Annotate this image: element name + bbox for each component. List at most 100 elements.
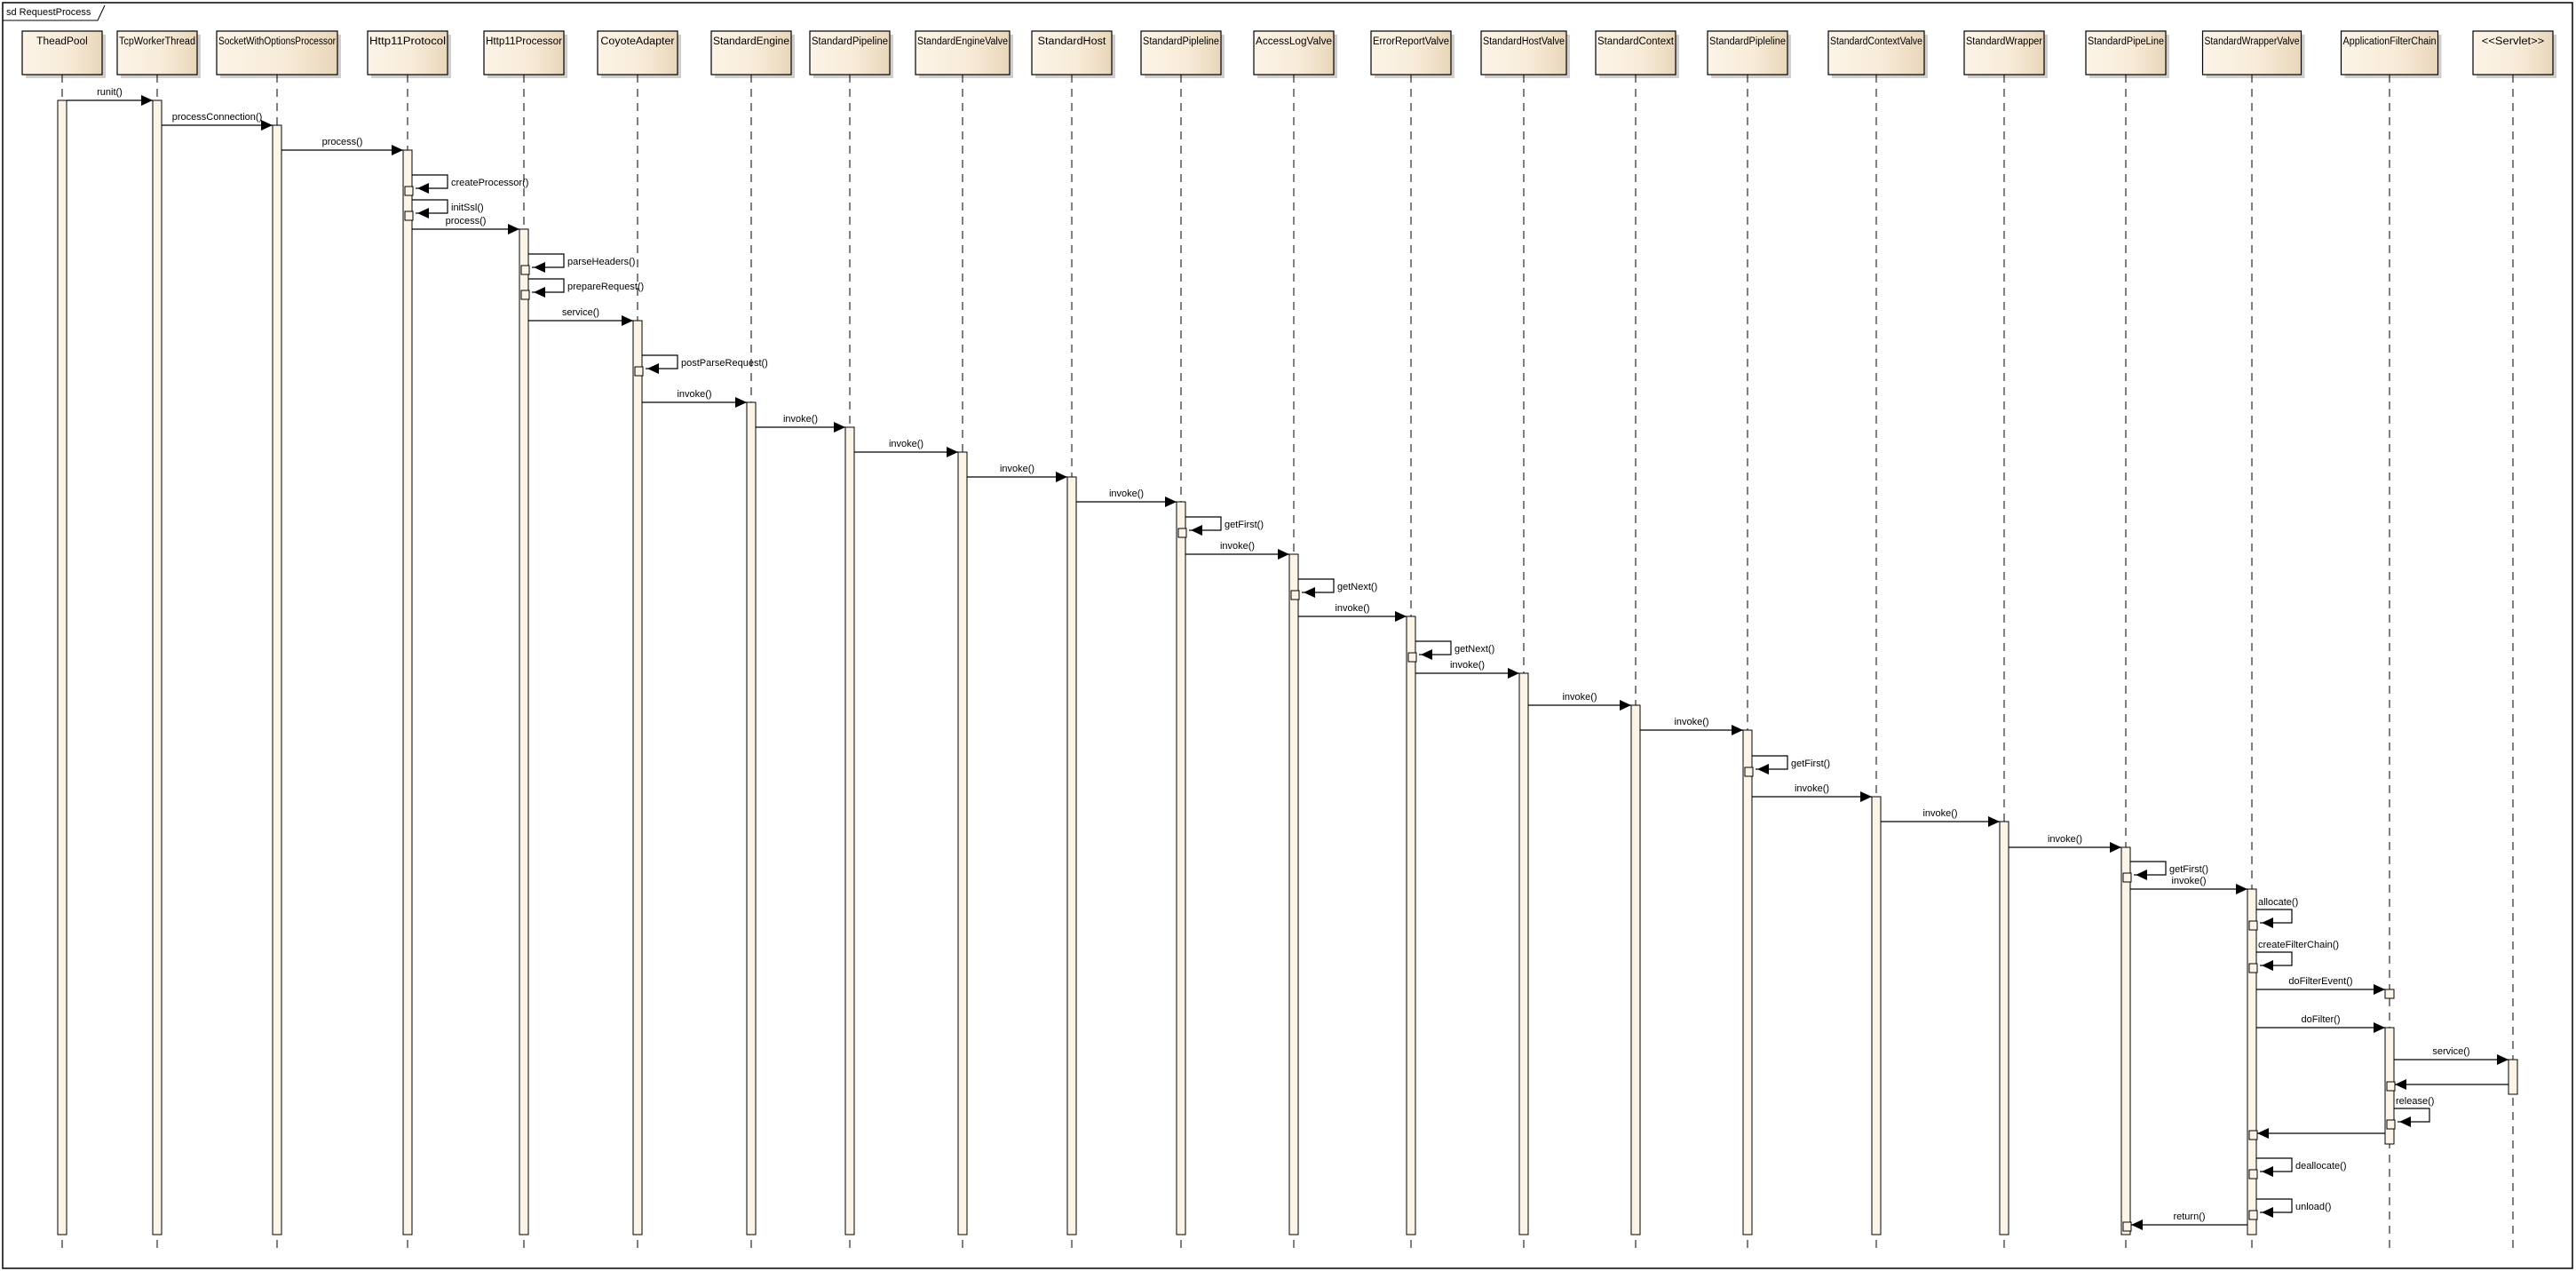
self-message-line — [1185, 516, 1222, 531]
return-activation-box — [2248, 1210, 2258, 1220]
message-label: invoke() — [1674, 717, 1708, 727]
activation-bar — [1518, 672, 1529, 1235]
self-message-line — [2130, 861, 2167, 876]
lifeline-name: ApplicationFilterChain — [2343, 36, 2437, 47]
activation-bar — [746, 401, 757, 1235]
lifeline-name: SocketWithOptionsProcessor — [218, 36, 336, 47]
self-message: prepareRequest() — [520, 278, 644, 300]
arrow-head-icon — [2136, 870, 2147, 880]
arrow-head-icon — [1191, 525, 1202, 536]
self-message-line — [412, 174, 448, 189]
lifeline-box — [915, 30, 1011, 75]
activation-bar — [519, 228, 529, 1235]
return-activation-box — [404, 211, 414, 221]
self-message: getFirst() — [2122, 861, 2208, 883]
message-label: runit() — [97, 87, 123, 98]
return-activation-box — [2248, 963, 2258, 973]
self-message-line — [2256, 1198, 2293, 1213]
message: runit() — [67, 87, 153, 106]
return-activation-box — [1744, 767, 1754, 777]
message-label: parseHeaders() — [567, 257, 635, 267]
lifeline-name: StandardWrapper — [1966, 36, 2042, 47]
arrow-head-icon — [1165, 496, 1177, 507]
lifeline-name: CoyoteAdapter — [600, 36, 674, 47]
lifeline: StandardWrapper — [1963, 30, 2048, 1251]
lifeline: StandardPipeLine — [2085, 30, 2169, 1251]
lifeline-name: AccessLogValve — [1256, 36, 1332, 47]
arrow-head-icon — [1278, 549, 1289, 560]
lifeline: StandardPipleline — [1707, 30, 1791, 1251]
return-activation-box — [2248, 1130, 2258, 1140]
arrow-head-icon — [534, 262, 545, 273]
lifeline-name: StandardContextValve — [1830, 36, 1922, 47]
lifeline-box — [216, 30, 338, 75]
lifeline: SocketWithOptionsProcessor — [216, 30, 341, 1251]
lifeline-name: StandardPipleline — [1709, 36, 1786, 47]
lifeline-box — [2085, 30, 2167, 75]
self-message-line — [1298, 578, 1335, 593]
activation-bar — [2384, 989, 2395, 999]
message: invoke() — [967, 464, 1067, 482]
message-label: getNext() — [1454, 644, 1494, 655]
arrow-head-icon — [1421, 649, 1432, 660]
lifeline: <<Servlet>> — [2472, 30, 2556, 1251]
lifeline: StandardWrapperValve — [2201, 30, 2305, 1251]
message-label: invoke() — [2048, 834, 2082, 845]
message: service() — [2394, 1046, 2509, 1065]
arrow-head-icon — [2497, 1054, 2509, 1065]
self-message: allocate() — [2248, 897, 2298, 931]
message-label: invoke() — [1000, 464, 1034, 474]
frame-title: sd RequestProcess — [6, 7, 91, 18]
arrow-head-icon — [2395, 1079, 2406, 1090]
return-message — [2248, 1128, 2385, 1140]
return-activation-box — [404, 186, 414, 196]
self-message: unload() — [2248, 1198, 2331, 1220]
arrow-head-icon — [2257, 1128, 2269, 1139]
lifeline-name: StandardPipleline — [1143, 36, 1219, 47]
arrow-head-icon — [2262, 918, 2273, 928]
message-label: invoke() — [1450, 660, 1485, 671]
message: processConnection() — [162, 112, 273, 131]
message-label: invoke() — [1220, 541, 1255, 552]
arrow-head-icon — [622, 315, 633, 326]
activation-bar — [2120, 846, 2131, 1235]
lifeline: StandardHostValve — [1480, 30, 1570, 1251]
message-label: unload() — [2295, 1202, 2331, 1212]
self-message-line — [528, 253, 565, 268]
arrow-head-icon — [2236, 884, 2247, 894]
activation-bar — [402, 149, 413, 1235]
arrow-head-icon — [1732, 725, 1743, 735]
arrow-head-icon — [1056, 472, 1067, 482]
message-label: invoke() — [677, 389, 711, 400]
arrow-head-icon — [2399, 1116, 2411, 1127]
arrow-head-icon — [534, 287, 545, 298]
arrow-head-icon — [392, 145, 403, 155]
message: process() — [281, 137, 403, 155]
return-activation-box — [2386, 1081, 2396, 1092]
self-message: parseHeaders() — [520, 253, 635, 275]
message-label: invoke() — [2171, 876, 2206, 886]
message: invoke() — [1640, 717, 1743, 735]
return-activation-box — [1290, 590, 1300, 600]
message: invoke() — [2009, 834, 2121, 853]
return-activation-box — [2122, 872, 2132, 883]
arrow-head-icon — [1860, 791, 1872, 802]
lifeline-box — [1827, 30, 1925, 75]
self-message-line — [412, 199, 448, 214]
return-activation-box — [1407, 652, 1417, 663]
return-activation-box — [520, 265, 530, 275]
activation-bar — [57, 99, 67, 1235]
self-message: createProcessor() — [404, 174, 528, 196]
arrow-head-icon — [2262, 1207, 2273, 1218]
message-label: getNext() — [1337, 582, 1377, 592]
message: invoke() — [642, 389, 747, 408]
lifeline-box — [2472, 30, 2554, 75]
arrow-head-icon — [735, 397, 747, 408]
message-label: getFirst() — [1225, 520, 1264, 530]
lifeline-name: <<Servlet>> — [2482, 36, 2545, 47]
lifeline-name: TcpWorkerThread — [119, 36, 195, 47]
message-label: createProcessor() — [451, 178, 528, 188]
activation-bar — [1999, 821, 2009, 1235]
